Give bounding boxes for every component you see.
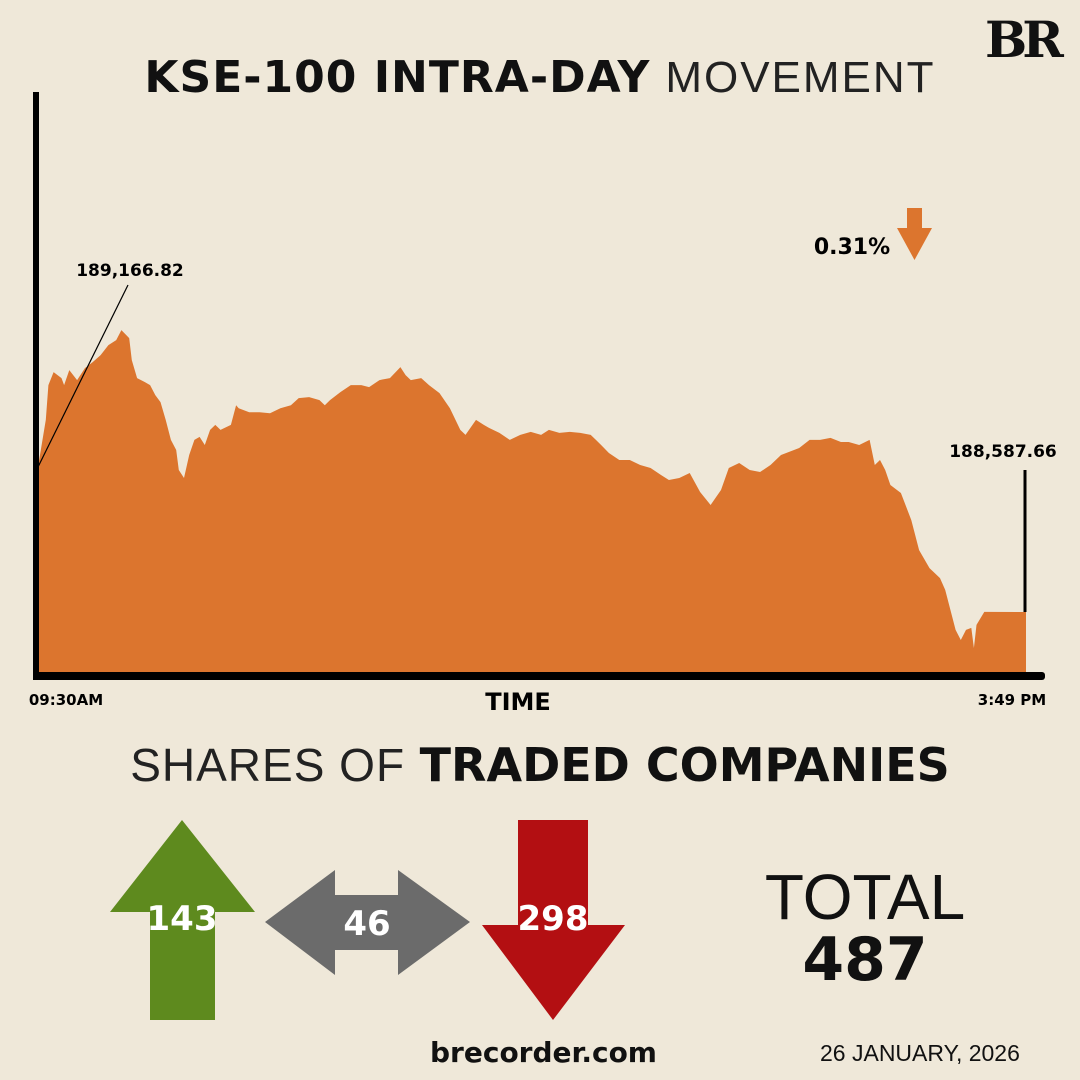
down-arrow-icon <box>482 820 625 1020</box>
declined-count: 298 <box>518 899 589 939</box>
up-arrow-icon <box>110 820 255 1020</box>
x-axis <box>33 672 1045 680</box>
advanced-count: 143 <box>147 899 218 939</box>
date-label: 26 JANUARY, 2026 <box>820 1040 1020 1066</box>
title-light: MOVEMENT <box>665 53 936 102</box>
shares-heading-bold: TRADED COMPANIES <box>419 738 950 792</box>
double-arrow-icon <box>265 870 470 975</box>
total-label: TOTAL <box>764 861 966 933</box>
site-link[interactable]: brecorder.com <box>430 1036 657 1069</box>
area-series <box>38 330 1026 672</box>
shares-heading: SHARES OF TRADED COMPANIES <box>0 738 1080 792</box>
close-value-label: 188,587.66 <box>949 442 1057 462</box>
total-value: 487 <box>802 925 928 995</box>
open-value-label: 189,166.82 <box>76 261 184 281</box>
intraday-chart: 189,166.82 188,587.66 0.31% 09:30AM 3:49… <box>29 92 1057 716</box>
x-tick-start: 09:30AM <box>29 691 103 709</box>
y-axis <box>33 92 39 680</box>
x-axis-label: TIME <box>485 688 551 716</box>
unchanged-count: 46 <box>343 904 390 944</box>
down-arrow-icon <box>897 208 932 260</box>
change-percent: 0.31% <box>814 235 890 260</box>
chart-title: KSE-100 INTRA-DAY MOVEMENT <box>0 52 1080 103</box>
shares-heading-light: SHARES OF <box>130 739 406 791</box>
title-bold: KSE-100 INTRA-DAY <box>144 52 651 103</box>
open-leader-line <box>37 284 129 468</box>
br-logo: BR <box>985 10 1064 69</box>
x-tick-end: 3:49 PM <box>978 691 1046 709</box>
